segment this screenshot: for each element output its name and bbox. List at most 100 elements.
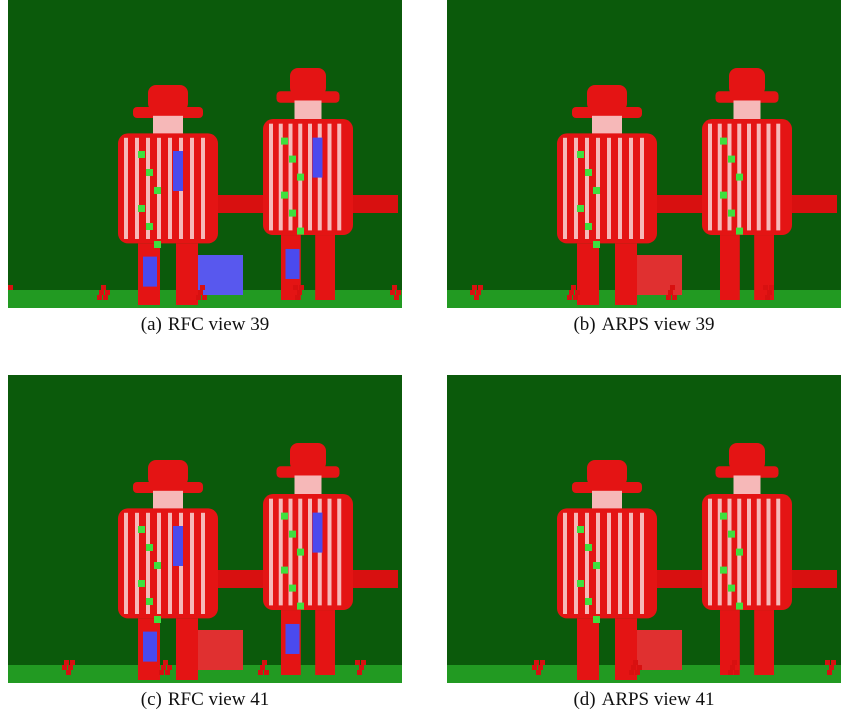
patch: [146, 169, 153, 176]
stripe: [767, 124, 771, 231]
panel-image: [447, 0, 841, 308]
noise: [470, 290, 475, 295]
noise: [540, 660, 545, 665]
patch: [143, 257, 157, 287]
noise: [474, 295, 479, 300]
patch: [297, 228, 304, 235]
patch: [728, 585, 735, 592]
patch: [289, 210, 296, 217]
noise: [264, 670, 269, 675]
noise: [763, 285, 768, 290]
patch: [146, 544, 153, 551]
panel: (a)RFC view 39: [8, 0, 402, 308]
noise: [396, 290, 401, 295]
patch: [281, 567, 288, 574]
patch: [720, 513, 727, 520]
patch: [281, 138, 288, 145]
stripe: [640, 138, 644, 239]
noise: [827, 670, 832, 675]
stripe: [757, 124, 761, 231]
stripe: [168, 138, 172, 239]
stripe: [124, 138, 128, 239]
leg: [176, 243, 198, 305]
noise: [103, 295, 108, 300]
noise: [765, 295, 770, 300]
leg: [577, 243, 599, 305]
panel-image: [8, 375, 402, 683]
stripe: [201, 513, 205, 614]
panel-image: [8, 0, 402, 308]
noise: [70, 660, 75, 665]
noise: [361, 660, 366, 665]
patch: [289, 585, 296, 592]
patch: [728, 531, 735, 538]
noise: [101, 285, 106, 290]
patch: [577, 205, 584, 212]
noise: [355, 660, 360, 665]
patch: [297, 603, 304, 610]
leg: [720, 235, 740, 300]
patch: [286, 249, 300, 279]
patch: [289, 531, 296, 538]
noise: [200, 285, 205, 290]
caption: (c)RFC view 41: [8, 689, 402, 711]
stripe: [776, 124, 780, 231]
noise: [161, 665, 166, 670]
noise: [262, 660, 267, 665]
patch: [577, 151, 584, 158]
patch: [154, 187, 161, 194]
panel: (d)ARPS view 41: [447, 375, 841, 683]
noise: [575, 290, 580, 295]
patch: [138, 580, 145, 587]
patch: [585, 598, 592, 605]
stripe: [618, 513, 622, 614]
stripe: [629, 513, 633, 614]
caption-text: ARPS view 41: [602, 689, 715, 710]
caption-label: (b): [573, 314, 595, 335]
caption: (d)ARPS view 41: [447, 689, 841, 711]
patch: [289, 156, 296, 163]
patch: [173, 151, 183, 191]
stripe: [607, 513, 611, 614]
noise: [569, 290, 574, 295]
patch: [146, 598, 153, 605]
noise: [62, 665, 67, 670]
stripe: [629, 138, 633, 239]
patch: [313, 513, 323, 553]
stripe: [776, 499, 780, 606]
patch: [585, 223, 592, 230]
noise: [534, 660, 539, 665]
noise: [163, 660, 168, 665]
patch: [143, 632, 157, 662]
leg: [176, 618, 198, 680]
noise: [64, 660, 69, 665]
noise: [478, 285, 483, 290]
patch: [720, 567, 727, 574]
caption: (a)RFC view 39: [8, 314, 402, 336]
noise: [472, 285, 477, 290]
stripe: [337, 124, 341, 231]
stripe: [328, 499, 332, 606]
stripe: [201, 138, 205, 239]
noise: [573, 295, 578, 300]
stripe: [563, 513, 567, 614]
noise: [390, 290, 395, 295]
noise: [633, 660, 638, 665]
patch: [281, 513, 288, 520]
noise: [392, 285, 397, 290]
noise: [159, 670, 164, 675]
patch: [281, 192, 288, 199]
patch: [138, 151, 145, 158]
noise: [99, 290, 104, 295]
noise: [571, 285, 576, 290]
patch: [173, 526, 183, 566]
leg: [315, 235, 335, 300]
patch: [577, 580, 584, 587]
stripe: [337, 499, 341, 606]
noise: [198, 290, 203, 295]
noise: [532, 665, 537, 670]
noise: [295, 295, 300, 300]
noise: [538, 665, 543, 670]
noise: [831, 660, 836, 665]
noise: [202, 295, 207, 300]
